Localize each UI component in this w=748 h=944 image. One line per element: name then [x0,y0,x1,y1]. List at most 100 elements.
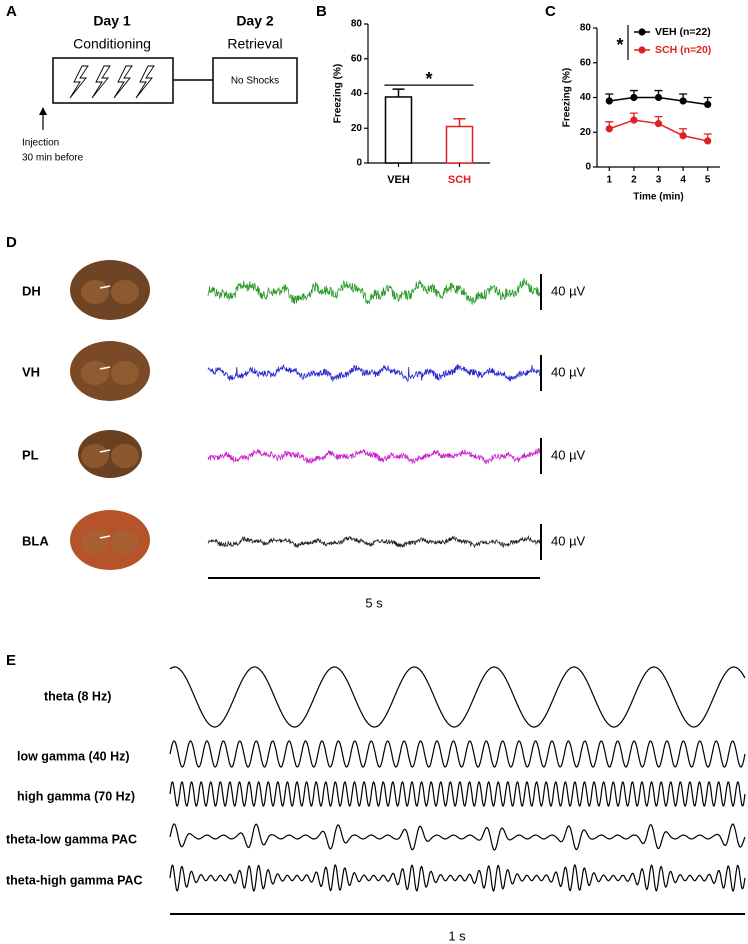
waveform [169,740,746,768]
lfp-trace [207,535,541,549]
waveform [169,823,746,851]
region-label: PL [22,447,39,462]
y-axis-label: Freezing (%) [562,68,573,127]
y-tick-label: 40 [351,88,363,99]
waveform [169,666,746,728]
y-tick-label: 0 [356,158,362,169]
x-axis-label: Time (min) [633,192,683,203]
panel-label: B [316,3,327,20]
arrow-head [39,107,47,115]
brain-slice [70,341,150,401]
y-tick-label: 80 [351,19,363,30]
region-label: BLA [22,533,49,548]
slice-marker [99,285,111,289]
slice-detail [111,280,139,304]
x-tick-label: VEH [387,174,410,186]
amplitude-scale-label: 40 µV [551,533,586,548]
panel-label: A [6,3,17,20]
slice-marker [99,366,111,370]
retrieval-box [212,57,298,104]
shock-icons [69,65,155,99]
y-tick-label: 80 [580,23,592,34]
day-title: Day 2 [236,13,274,29]
slice-detail [81,361,109,385]
injection-text: Injection [22,138,59,149]
y-tick-label: 20 [351,123,363,134]
region-label: VH [22,364,40,379]
lfp-trace [207,364,541,383]
bar [445,125,474,164]
band-label: theta-high gamma PAC [6,873,143,887]
data-point [679,132,687,140]
amplitude-scale-label: 40 µV [551,283,586,298]
day-title: Day 1 [93,13,131,29]
band-label: theta (8 Hz) [44,689,111,703]
data-point [654,119,663,128]
data-point [605,97,613,105]
brain-slice [70,260,150,320]
lfp-trace [207,278,541,305]
slice-marker [99,449,111,453]
x-tick-label: 1 [607,175,613,186]
band-label: theta-low gamma PAC [6,832,137,846]
slice-detail [111,530,139,554]
amplitude-scale-label: 40 µV [551,447,586,462]
slice-detail [81,280,109,304]
box-text: No Shocks [231,76,279,87]
y-axis-label: Freezing (%) [333,64,344,123]
annotation: * [425,69,432,89]
waveform [169,864,746,892]
x-tick-label: SCH [448,174,471,186]
y-tick-label: 20 [580,127,592,138]
slice-detail [111,361,139,385]
day-subtitle: Conditioning [73,36,151,52]
data-point [654,93,663,102]
panel-a: A Day 1 Conditioning Day 2 Retrieval No … [6,3,298,164]
band-label: low gamma (40 Hz) [17,749,130,763]
legend-marker [638,46,646,54]
slice-outline [70,510,150,570]
y-tick-label: 0 [585,162,591,173]
day-subtitle: Retrieval [227,36,282,52]
data-point [605,125,613,133]
brain-slice [78,430,142,478]
lfp-trace [207,447,541,465]
brain-slice [70,510,150,570]
x-tick-label: 4 [680,175,686,186]
data-point [630,93,638,102]
data-point [679,97,687,105]
data-point [704,137,712,145]
waveform [169,781,746,807]
slice-outline [70,260,150,320]
data-point [630,116,638,124]
panel-label: C [545,3,556,20]
slice-detail [81,530,109,554]
slice-detail [111,444,139,468]
injection-text: 30 min before [22,153,84,164]
y-tick-label: 60 [580,57,592,68]
error-bar [453,117,466,127]
error-bar [392,88,405,97]
time-scale-label: 5 s [365,595,383,610]
x-tick-label: 5 [705,175,711,186]
slice-detail [81,444,109,468]
x-tick-label: 3 [656,175,662,186]
panel-label: D [6,234,17,251]
x-tick-label: 2 [631,175,637,186]
y-tick-label: 60 [351,53,363,64]
y-tick-label: 40 [580,92,592,103]
legend-label: SCH (n=20) [655,44,711,56]
slice-marker [99,535,111,539]
time-scale-label: 1 s [448,928,466,943]
panel-label: E [6,652,16,669]
amplitude-scale-label: 40 µV [551,364,586,379]
band-label: high gamma (70 Hz) [17,789,135,803]
data-point [704,100,712,109]
region-label: DH [22,283,41,298]
annotation: * [616,35,623,55]
legend-marker [638,28,646,36]
slice-outline [70,341,150,401]
bar [384,96,413,164]
legend-label: VEH (n=22) [655,26,711,38]
